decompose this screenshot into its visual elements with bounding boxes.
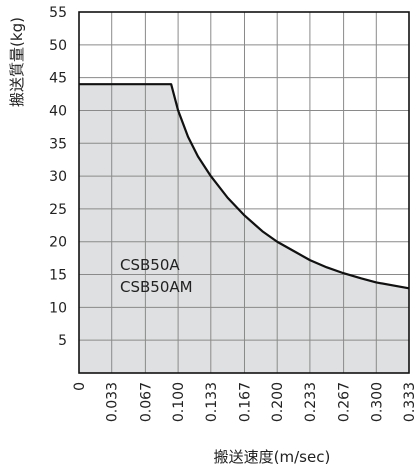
y-tick-label: 55 [49, 5, 67, 21]
y-tick-label: 15 [49, 268, 67, 284]
y-axis-label: 搬送質量(kg) [8, 17, 26, 107]
x-tick-label: 0.233 [303, 382, 319, 422]
x-axis-label: 搬送速度(m/sec) [214, 448, 331, 466]
x-tick-label: 0.300 [369, 382, 385, 422]
grid [79, 12, 409, 373]
x-tick-label: 0.333 [402, 382, 418, 422]
x-tick-label: 0.067 [138, 382, 154, 422]
y-tick-label: 40 [49, 103, 67, 119]
y-tick-label: 25 [49, 202, 67, 218]
y-tick-label: 35 [49, 136, 67, 152]
plot-frame [78, 11, 410, 374]
x-tick-label: 0 [72, 382, 88, 391]
y-tick-label: 10 [49, 300, 67, 316]
x-tick-label: 0.133 [204, 382, 220, 422]
capacity-curve [79, 83, 410, 290]
x-tick-label: 0.033 [105, 382, 121, 422]
x-tick-label: 0.100 [171, 382, 187, 422]
y-tick-label: 5 [58, 333, 67, 349]
x-tick-label: 0.267 [337, 382, 353, 422]
series-label-csb50a: CSB50A [120, 256, 180, 274]
x-axis-ticks: 0 0.033 0.067 0.100 0.133 0.167 0.200 0.233 0.26… [72, 382, 418, 422]
y-tick-label: 45 [49, 71, 67, 87]
y-tick-label: 30 [49, 169, 67, 185]
y-tick-label: 20 [49, 235, 67, 251]
x-tick-label: 0.167 [237, 382, 253, 422]
series-label-csb50am: CSB50AM [120, 278, 193, 296]
y-axis-ticks: 5 10 15 20 25 30 35 40 45 50 55 [49, 5, 67, 349]
x-tick-label: 0.200 [270, 382, 286, 422]
y-tick-label: 50 [49, 38, 67, 54]
